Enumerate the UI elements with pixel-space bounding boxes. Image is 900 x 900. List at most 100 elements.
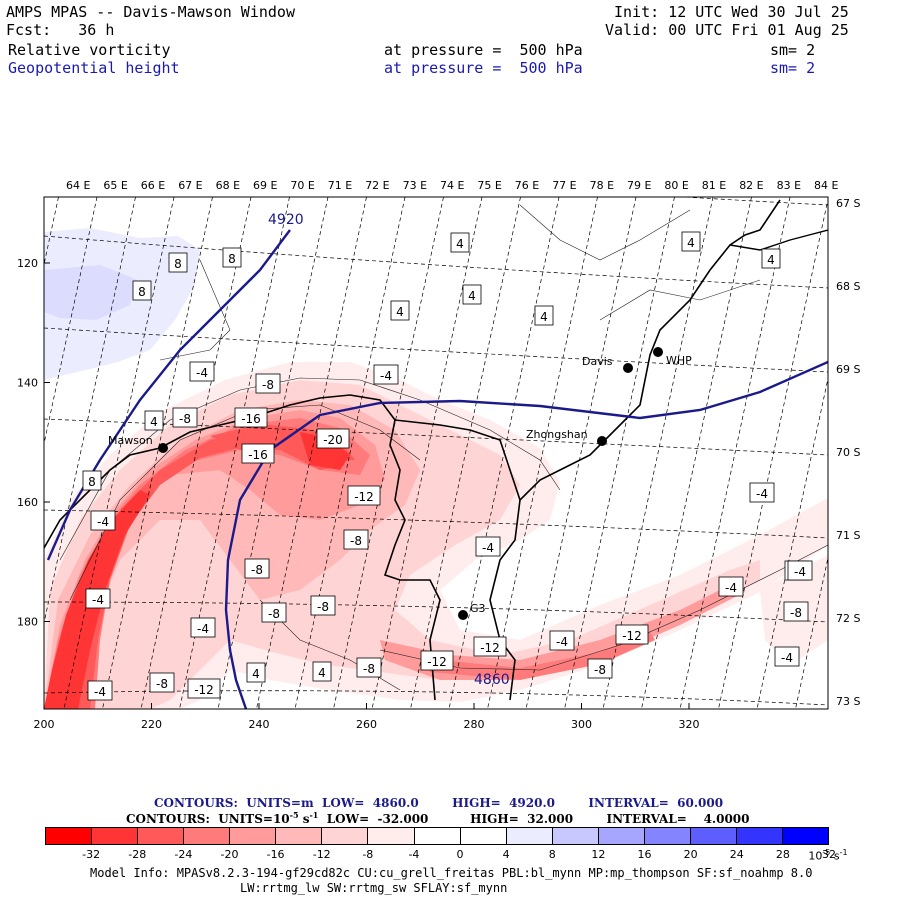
coastline bbox=[44, 394, 441, 701]
colorbar bbox=[45, 827, 829, 845]
vorticity-value-label: -16 bbox=[241, 443, 275, 464]
longitude-label: 73 E bbox=[403, 179, 427, 192]
map-frame bbox=[43, 196, 829, 710]
svg-text:-8: -8 bbox=[156, 677, 168, 691]
vorticity-value-label: -8 bbox=[310, 595, 336, 616]
vorticity-value-label: -4 bbox=[718, 576, 744, 597]
x-tick-label: 220 bbox=[141, 718, 162, 731]
svg-text:-4: -4 bbox=[97, 515, 109, 529]
longitude-label: 76 E bbox=[515, 179, 539, 192]
vorticity-value-label: -4 bbox=[774, 646, 800, 667]
colorbar-tick-label: 32 bbox=[822, 848, 836, 861]
svg-text:4: 4 bbox=[318, 666, 326, 680]
latitude-label: 72 S bbox=[836, 612, 860, 625]
field1-name: Relative vorticity bbox=[8, 41, 171, 59]
height-label-4920: 4920 bbox=[268, 212, 304, 228]
longitude-label: 83 E bbox=[777, 179, 801, 192]
svg-text:4: 4 bbox=[540, 310, 548, 324]
svg-text:-8: -8 bbox=[262, 378, 274, 392]
station-zhongshan: Zhongshan bbox=[526, 428, 607, 446]
vorticity-value-label: 4 bbox=[534, 305, 554, 326]
svg-text:-4: -4 bbox=[197, 622, 209, 636]
vorticity-value-label: -4 bbox=[190, 617, 216, 638]
colorbar-tick-label: 20 bbox=[683, 848, 698, 861]
svg-text:4: 4 bbox=[456, 237, 464, 251]
vorticity-value-label: -12 bbox=[187, 678, 221, 699]
vorticity-value-label: -4 bbox=[85, 588, 111, 609]
colorbar-tick-label: 16 bbox=[637, 848, 652, 861]
vorticity-value-label: 4 bbox=[761, 248, 781, 269]
vorticity-value-label: 4 bbox=[144, 410, 164, 431]
svg-text:8: 8 bbox=[174, 257, 182, 271]
vorticity-value-label: -4 bbox=[189, 361, 215, 382]
x-tick-label: 240 bbox=[249, 718, 270, 731]
vorticity-value-label: 4 bbox=[312, 661, 332, 682]
y-tick-label: 140 bbox=[17, 377, 38, 390]
x-axis: 200 220 240 260 280 300 320 bbox=[34, 703, 700, 731]
colorbar-swatch bbox=[783, 828, 829, 844]
svg-text:-8: -8 bbox=[268, 607, 280, 621]
svg-text:-12: -12 bbox=[480, 641, 500, 655]
svg-text:-8: -8 bbox=[251, 563, 263, 577]
colorbar-swatch bbox=[598, 828, 645, 844]
vorticity-value-label: 4 bbox=[450, 232, 470, 253]
longitude-label: 77 E bbox=[552, 179, 576, 192]
colorbar-tick-label: -16 bbox=[266, 848, 285, 861]
x-tick-label: 260 bbox=[356, 718, 377, 731]
field2-smoothing: sm= 2 bbox=[770, 59, 816, 77]
vorticity-value-label: -8 bbox=[255, 373, 281, 394]
vorticity-value-label: 8 bbox=[168, 252, 188, 273]
svg-text:-20: -20 bbox=[323, 433, 343, 447]
latitude-label: 69 S bbox=[836, 363, 860, 376]
vorticity-value-label: -12 bbox=[347, 485, 381, 506]
vorticity-value-label: -12 bbox=[473, 636, 507, 657]
x-tick-label: 320 bbox=[679, 718, 700, 731]
colorbar-swatch bbox=[46, 828, 93, 844]
latitude-label: 73 S bbox=[836, 695, 860, 708]
svg-text:4: 4 bbox=[468, 289, 476, 303]
svg-text:-16: -16 bbox=[248, 448, 268, 462]
vorticity-value-label: 4 bbox=[681, 231, 701, 252]
forecast-hour: Fcst: 36 h bbox=[6, 21, 115, 39]
longitude-label: 78 E bbox=[590, 179, 614, 192]
svg-text:-16: -16 bbox=[241, 412, 261, 426]
field2-name: Geopotential height bbox=[8, 59, 180, 77]
negative-vorticity-shading bbox=[44, 410, 385, 709]
x-tick-label: 200 bbox=[34, 718, 55, 731]
svg-text:-4: -4 bbox=[556, 635, 568, 649]
colorbar-tick-label: -20 bbox=[220, 848, 239, 861]
colorbar-swatch bbox=[368, 828, 415, 844]
colorbar-tick-label: -28 bbox=[128, 848, 147, 861]
colorbar-tick-label: -24 bbox=[174, 848, 193, 861]
station-label: Mawson bbox=[108, 434, 153, 447]
latitude-labels: 67 S 68 S 69 S 70 S 71 S 72 S 73 S bbox=[836, 197, 860, 708]
height-label-4860: 4860 bbox=[474, 672, 510, 688]
longitude-label: 82 E bbox=[739, 179, 763, 192]
svg-text:-12: -12 bbox=[354, 490, 374, 504]
coastline bbox=[394, 199, 781, 502]
colorbar-tick-label: 12 bbox=[591, 848, 606, 861]
vorticity-contour-info: CONTOURS: UNITS=10-5 s-1 LOW= -32.000 HI… bbox=[126, 810, 750, 826]
colorbar-swatch bbox=[184, 828, 231, 844]
colorbar-swatch bbox=[736, 828, 783, 844]
colorbar-swatch bbox=[322, 828, 369, 844]
colorbar-swatch bbox=[276, 828, 323, 844]
colorbar-tick-label: -8 bbox=[362, 848, 374, 861]
vorticity-value-label: -12 bbox=[615, 624, 649, 645]
svg-text:-4: -4 bbox=[725, 581, 737, 595]
vorticity-value-label: -4 bbox=[373, 364, 399, 385]
vorticity-value-label: -8 bbox=[356, 657, 382, 678]
latitude-label: 67 S bbox=[836, 197, 860, 210]
svg-text:-8: -8 bbox=[790, 606, 802, 620]
init-time: Init: 12 UTC Wed 30 Jul 25 bbox=[614, 3, 849, 21]
valid-time: Valid: 00 UTC Fri 01 Aug 25 bbox=[605, 21, 849, 39]
longitude-label: 70 E bbox=[290, 179, 314, 192]
vorticity-value-label: 4 bbox=[246, 662, 266, 683]
longitude-label: 66 E bbox=[141, 179, 165, 192]
x-tick-label: 300 bbox=[571, 718, 592, 731]
colorbar-tick-label: -4 bbox=[408, 848, 420, 861]
height-contour-4860 bbox=[224, 360, 828, 709]
model-info-line1: Model Info: MPASv8.2.3-194-gf29cd82c CU:… bbox=[90, 866, 813, 880]
svg-text:-4: -4 bbox=[92, 593, 104, 607]
colorbar-tick-label: 4 bbox=[502, 848, 510, 861]
